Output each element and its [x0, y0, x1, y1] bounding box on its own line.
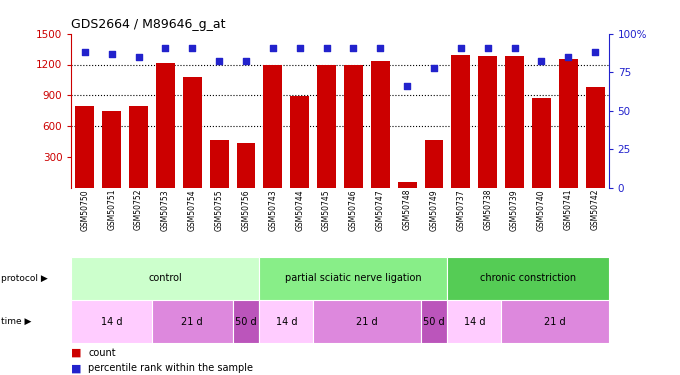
Text: GSM50753: GSM50753 — [161, 189, 170, 231]
Text: 14 d: 14 d — [101, 316, 122, 327]
Point — [187, 45, 198, 51]
Text: GSM50751: GSM50751 — [107, 189, 116, 230]
Bar — [452, 55, 471, 188]
Text: GSM50747: GSM50747 — [376, 189, 385, 231]
Text: 14 d: 14 d — [464, 316, 485, 327]
Text: GSM50748: GSM50748 — [403, 189, 411, 230]
Text: percentile rank within the sample: percentile rank within the sample — [88, 363, 254, 373]
Bar — [447, 300, 501, 343]
Text: 50 d: 50 d — [235, 316, 257, 327]
Bar — [237, 143, 256, 188]
Bar — [447, 257, 609, 300]
Point — [133, 54, 144, 60]
Point — [509, 45, 520, 51]
Text: protocol ▶: protocol ▶ — [1, 274, 48, 283]
Text: GSM50749: GSM50749 — [430, 189, 439, 231]
Bar — [344, 65, 363, 188]
Text: GSM50755: GSM50755 — [215, 189, 224, 231]
Text: 21 d: 21 d — [182, 316, 203, 327]
Bar — [71, 300, 152, 343]
Bar — [156, 63, 175, 188]
Bar — [532, 98, 551, 188]
Text: GSM50739: GSM50739 — [510, 189, 519, 231]
Text: GSM50742: GSM50742 — [591, 189, 600, 230]
Text: GDS2664 / M89646_g_at: GDS2664 / M89646_g_at — [71, 18, 226, 31]
Point — [428, 64, 439, 70]
Text: GSM50740: GSM50740 — [537, 189, 546, 231]
Point — [294, 45, 305, 51]
Text: GSM50756: GSM50756 — [241, 189, 250, 231]
Bar — [478, 56, 497, 188]
Bar — [290, 96, 309, 188]
Bar — [152, 300, 233, 343]
Point — [241, 58, 252, 64]
Point — [106, 51, 117, 57]
Bar — [371, 62, 390, 188]
Point — [348, 45, 359, 51]
Point — [402, 83, 413, 89]
Bar — [317, 65, 336, 188]
Text: ■: ■ — [71, 348, 82, 357]
Bar — [505, 56, 524, 188]
Bar — [313, 300, 420, 343]
Bar — [75, 105, 95, 188]
Bar — [398, 182, 417, 188]
Text: GSM50743: GSM50743 — [269, 189, 277, 231]
Text: GSM50750: GSM50750 — [80, 189, 89, 231]
Bar — [129, 105, 148, 188]
Text: control: control — [148, 273, 182, 284]
Bar — [424, 140, 443, 188]
Text: count: count — [88, 348, 116, 357]
Point — [563, 54, 574, 60]
Text: 50 d: 50 d — [423, 316, 445, 327]
Point — [267, 45, 278, 51]
Point — [375, 45, 386, 51]
Bar — [260, 300, 313, 343]
Bar — [102, 111, 121, 188]
Bar — [71, 257, 260, 300]
Point — [321, 45, 332, 51]
Bar — [233, 300, 260, 343]
Text: ■: ■ — [71, 363, 82, 373]
Text: 14 d: 14 d — [275, 316, 297, 327]
Text: time ▶: time ▶ — [1, 317, 32, 326]
Text: GSM50737: GSM50737 — [456, 189, 465, 231]
Point — [590, 49, 600, 55]
Point — [536, 58, 547, 64]
Text: 21 d: 21 d — [356, 316, 377, 327]
Bar — [501, 300, 609, 343]
Point — [80, 49, 90, 55]
Bar — [183, 77, 202, 188]
Text: GSM50745: GSM50745 — [322, 189, 331, 231]
Text: GSM50746: GSM50746 — [349, 189, 358, 231]
Point — [456, 45, 466, 51]
Text: GSM50744: GSM50744 — [295, 189, 304, 231]
Text: chronic constriction: chronic constriction — [480, 273, 576, 284]
Bar — [420, 300, 447, 343]
Bar — [559, 59, 578, 188]
Text: 21 d: 21 d — [544, 316, 566, 327]
Text: GSM50738: GSM50738 — [483, 189, 492, 230]
Point — [214, 58, 224, 64]
Bar — [260, 257, 447, 300]
Text: partial sciatic nerve ligation: partial sciatic nerve ligation — [285, 273, 422, 284]
Point — [160, 45, 171, 51]
Bar — [209, 140, 228, 188]
Text: GSM50752: GSM50752 — [134, 189, 143, 230]
Bar — [585, 87, 605, 188]
Text: GSM50754: GSM50754 — [188, 189, 197, 231]
Bar — [263, 65, 282, 188]
Point — [482, 45, 493, 51]
Text: GSM50741: GSM50741 — [564, 189, 573, 230]
